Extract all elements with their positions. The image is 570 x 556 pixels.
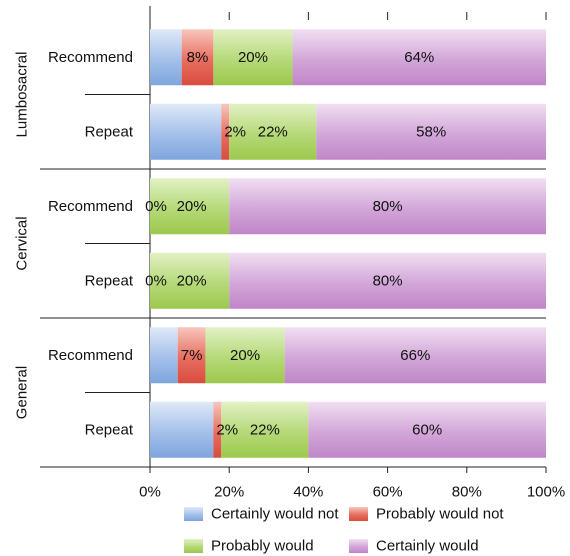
legend-label: Probably would — [211, 538, 314, 555]
legend: Certainly would not Probably would not Pro… — [184, 506, 504, 555]
data-label: 0% — [145, 272, 167, 289]
tick-label: 20% — [214, 484, 244, 501]
bar-segment — [213, 401, 222, 458]
data-label: 80% — [373, 198, 403, 215]
row-label: Repeat — [85, 421, 134, 438]
data-label: 80% — [373, 272, 403, 289]
bar-segment — [150, 401, 214, 458]
bar-segment — [221, 103, 230, 160]
row-label: Recommend — [48, 198, 133, 215]
group-label: Cervical — [14, 216, 31, 270]
bar-segment — [308, 401, 546, 458]
data-label: 58% — [416, 123, 446, 140]
group-label: General — [14, 366, 31, 419]
bar-segment — [150, 252, 230, 309]
data-label: 20% — [238, 49, 268, 66]
data-label: 60% — [412, 421, 442, 438]
bar-segment — [284, 327, 546, 384]
group-label: Lumbosacral — [14, 52, 31, 138]
data-label: 22% — [250, 421, 280, 438]
tick-label: 80% — [452, 484, 482, 501]
bar-segment — [205, 327, 285, 384]
bar-segment — [229, 252, 546, 309]
row-label: Repeat — [85, 272, 134, 289]
data-label: 22% — [258, 123, 288, 140]
data-label: 7% — [181, 347, 203, 364]
bar-segment — [150, 178, 230, 235]
bar-segment — [292, 29, 546, 86]
bar-segment — [150, 327, 178, 384]
data-label: 64% — [404, 49, 434, 66]
bar-segment — [221, 401, 309, 458]
legend-label: Certainly would not — [211, 506, 339, 523]
row-label: Repeat — [85, 123, 134, 140]
tick-label: 100% — [527, 484, 565, 501]
data-label: 2% — [216, 421, 238, 438]
legend-swatch — [184, 539, 203, 553]
data-label: 66% — [400, 347, 430, 364]
data-label: 20% — [177, 272, 207, 289]
data-label: 8% — [187, 49, 209, 66]
label-layer: Lumbosacral Recommend 8% 20% 64% Repeat 2% 22% 5… — [14, 49, 566, 501]
bar-segment — [181, 29, 214, 86]
row-label: Recommend — [48, 49, 133, 66]
data-label: 20% — [230, 347, 260, 364]
legend-label: Certainly would — [376, 538, 479, 555]
data-label: 20% — [177, 198, 207, 215]
bar-segment — [229, 178, 546, 235]
bar-segment — [177, 327, 206, 384]
legend-label: Probably would not — [376, 506, 504, 523]
bar-segment — [229, 103, 317, 160]
tick-label: 40% — [293, 484, 323, 501]
bar-area — [150, 29, 546, 458]
legend-swatch — [349, 539, 368, 553]
data-label: 0% — [145, 198, 167, 215]
bar-segment — [150, 29, 182, 86]
legend-swatch — [349, 507, 368, 521]
data-label: 2% — [224, 123, 246, 140]
bar-segment — [150, 103, 222, 160]
row-label: Recommend — [48, 347, 133, 364]
bar-segment — [213, 29, 293, 86]
legend-swatch — [184, 507, 203, 521]
tick-label: 60% — [373, 484, 403, 501]
bar-segment — [316, 103, 546, 160]
tick-label: 0% — [139, 484, 161, 501]
